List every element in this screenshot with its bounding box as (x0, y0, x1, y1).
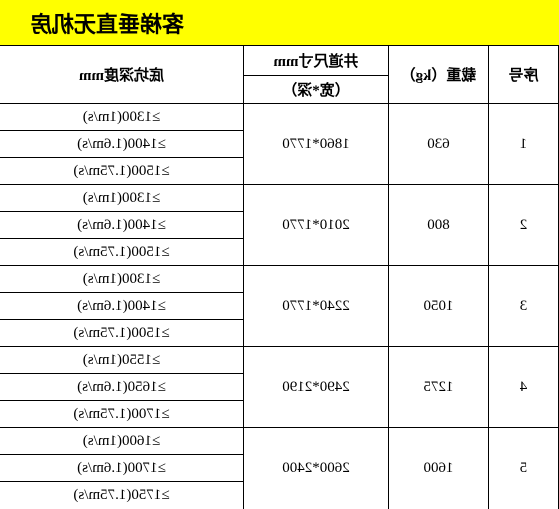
cell-pit: ≥1400(1.6m/s) (0, 293, 244, 320)
cell-load: 1050 (389, 266, 489, 347)
title-bar: 客梯垂直无机房 (0, 0, 559, 45)
cell-pit: ≥1500(1.75m/s) (0, 158, 244, 185)
cell-load: 1600 (389, 428, 489, 509)
cell-pit: ≥1400(1.6m/s) (0, 212, 244, 239)
cell-pit: ≥1300(1m/s) (0, 104, 244, 131)
page-title: 客梯垂直无机房 (30, 7, 184, 39)
cell-seq: 3 (489, 266, 559, 347)
header-pit: 底坑深度mm (0, 46, 244, 104)
cell-pit: ≥1500(1.75m/s) (0, 320, 244, 347)
cell-pit: ≥1600(1m/s) (0, 428, 244, 455)
header-load: 载重（kg） (389, 46, 489, 104)
cell-shaft: 2490*2190 (244, 347, 389, 428)
table-row: 28002010*1770≥1300(1m/s) (0, 185, 559, 212)
cell-pit: ≥1650(1.6m/s) (0, 374, 244, 401)
cell-load: 630 (389, 104, 489, 185)
cell-shaft: 1860*1770 (244, 104, 389, 185)
spec-table: 序号 载重（kg） 井道尺寸mm 底坑深度mm （宽*深） 16301860*1… (0, 45, 559, 509)
cell-pit: ≥1500(1.75m/s) (0, 239, 244, 266)
cell-pit: ≥1300(1m/s) (0, 266, 244, 293)
cell-shaft: 2010*1770 (244, 185, 389, 266)
cell-seq: 5 (489, 428, 559, 509)
cell-load: 800 (389, 185, 489, 266)
table-row: 16301860*1770≥1300(1m/s) (0, 104, 559, 131)
cell-pit: ≥1700(1.75m/s) (0, 401, 244, 428)
header-shaft-sub: （宽*深） (244, 76, 389, 104)
table-row: 412752490*2190≥1550(1m/s) (0, 347, 559, 374)
cell-pit: ≥1700(1.6m/s) (0, 455, 244, 482)
table-row: 310502240*1770≥1300(1m/s) (0, 266, 559, 293)
cell-seq: 2 (489, 185, 559, 266)
cell-shaft: 2600*2400 (244, 428, 389, 509)
cell-pit: ≥1550(1m/s) (0, 347, 244, 374)
table-row: 516002600*2400≥1600(1m/s) (0, 428, 559, 455)
cell-load: 1275 (389, 347, 489, 428)
cell-pit: ≥1750(1.75m/s) (0, 482, 244, 509)
cell-seq: 1 (489, 104, 559, 185)
header-shaft-top: 井道尺寸mm (244, 46, 389, 76)
cell-seq: 4 (489, 347, 559, 428)
cell-pit: ≥1400(1.6m/s) (0, 131, 244, 158)
cell-shaft: 2240*1770 (244, 266, 389, 347)
header-seq: 序号 (489, 46, 559, 104)
cell-pit: ≥1300(1m/s) (0, 185, 244, 212)
